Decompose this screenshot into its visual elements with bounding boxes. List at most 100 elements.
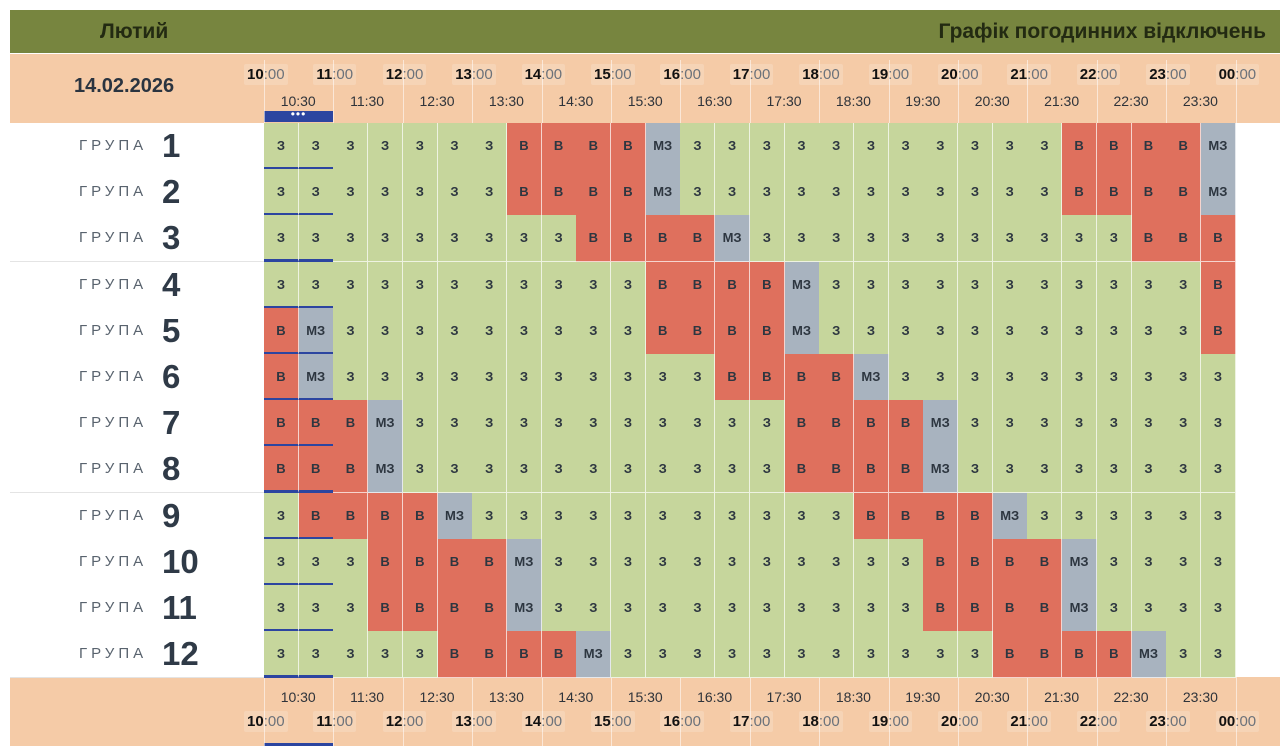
schedule-cell[interactable]: З (853, 307, 889, 355)
schedule-cell[interactable]: В (958, 538, 993, 586)
schedule-cell[interactable]: З (1096, 261, 1132, 309)
schedule-cell[interactable]: В (1062, 123, 1098, 170)
schedule-cell[interactable]: З (888, 585, 924, 632)
schedule-cell[interactable]: З (715, 492, 751, 540)
schedule-cell[interactable]: В (888, 492, 924, 540)
schedule-cell[interactable]: З (923, 354, 959, 401)
schedule-cell[interactable]: З (715, 169, 751, 217)
schedule-cell[interactable]: З (958, 261, 993, 309)
schedule-cell[interactable]: З (402, 261, 438, 309)
schedule-cell[interactable]: З (1200, 538, 1236, 586)
schedule-cell[interactable]: З (437, 215, 473, 263)
schedule-cell[interactable]: З (611, 538, 646, 586)
schedule-cell[interactable]: З (819, 307, 855, 355)
schedule-cell[interactable]: З (333, 307, 369, 355)
schedule-cell[interactable]: З (680, 123, 716, 170)
schedule-cell[interactable]: В (506, 169, 542, 217)
schedule-cell[interactable]: З (1131, 400, 1167, 448)
schedule-cell[interactable]: МЗ (1200, 123, 1236, 170)
schedule-cell[interactable]: З (819, 538, 855, 586)
schedule-cell[interactable]: В (368, 538, 404, 586)
schedule-cell[interactable]: МЗ (1131, 631, 1167, 679)
schedule-cell[interactable]: В (1062, 631, 1098, 679)
schedule-cell[interactable]: З (819, 123, 855, 170)
schedule-cell[interactable]: З (576, 585, 612, 632)
schedule-cell[interactable]: З (437, 446, 473, 494)
schedule-cell[interactable]: В (472, 631, 508, 679)
schedule-cell[interactable]: МЗ (437, 492, 473, 540)
schedule-cell[interactable]: З (715, 400, 751, 448)
schedule-cell[interactable]: З (784, 123, 820, 170)
schedule-cell[interactable]: З (402, 631, 438, 679)
schedule-cell[interactable]: З (853, 261, 889, 309)
schedule-cell[interactable]: МЗ (992, 492, 1028, 540)
schedule-cell[interactable]: З (611, 446, 646, 494)
schedule-cell[interactable]: З (992, 123, 1028, 170)
schedule-cell[interactable]: В (1027, 631, 1063, 679)
schedule-cell[interactable]: В (1131, 215, 1167, 263)
schedule-cell[interactable]: В (680, 261, 716, 309)
schedule-cell[interactable]: МЗ (1062, 585, 1098, 632)
schedule-cell[interactable]: З (368, 215, 404, 263)
schedule-cell[interactable]: З (611, 307, 646, 355)
schedule-cell[interactable]: МЗ (645, 123, 681, 170)
schedule-cell[interactable]: З (749, 446, 785, 494)
schedule-cell[interactable]: З (333, 261, 369, 309)
schedule-cell[interactable]: З (645, 631, 681, 679)
schedule-cell[interactable]: З (1027, 492, 1063, 540)
schedule-cell[interactable]: З (958, 446, 993, 494)
schedule-cell[interactable]: З (541, 538, 577, 586)
schedule-cell[interactable]: З (923, 261, 959, 309)
schedule-cell[interactable]: МЗ (784, 261, 820, 309)
schedule-cell[interactable]: З (1096, 538, 1132, 586)
schedule-cell[interactable]: В (1096, 123, 1132, 170)
schedule-cell[interactable]: З (923, 307, 959, 355)
schedule-cell[interactable]: З (264, 215, 299, 263)
schedule-cell[interactable]: З (680, 400, 716, 448)
schedule-cell[interactable]: З (541, 307, 577, 355)
schedule-cell[interactable]: З (541, 492, 577, 540)
schedule-cell[interactable]: З (819, 215, 855, 263)
schedule-cell[interactable]: МЗ (576, 631, 612, 679)
schedule-cell[interactable]: З (576, 307, 612, 355)
schedule-cell[interactable]: З (472, 354, 508, 401)
schedule-cell[interactable]: З (298, 261, 334, 309)
schedule-cell[interactable]: З (1027, 307, 1063, 355)
schedule-cell[interactable]: З (1131, 261, 1167, 309)
schedule-cell[interactable]: З (264, 169, 299, 217)
schedule-cell[interactable]: В (784, 446, 820, 494)
schedule-cell[interactable]: В (1131, 123, 1167, 170)
schedule-cell[interactable]: З (541, 261, 577, 309)
schedule-cell[interactable]: З (853, 123, 889, 170)
schedule-cell[interactable]: З (819, 492, 855, 540)
schedule-cell[interactable]: З (888, 261, 924, 309)
schedule-cell[interactable]: В (402, 538, 438, 586)
schedule-cell[interactable]: З (402, 169, 438, 217)
schedule-cell[interactable]: З (576, 492, 612, 540)
schedule-cell[interactable]: З (1200, 631, 1236, 679)
schedule-cell[interactable]: В (264, 400, 299, 448)
schedule-cell[interactable]: З (888, 123, 924, 170)
schedule-cell[interactable]: З (715, 123, 751, 170)
schedule-cell[interactable]: В (506, 123, 542, 170)
schedule-cell[interactable]: В (333, 400, 369, 448)
schedule-cell[interactable]: З (992, 307, 1028, 355)
schedule-cell[interactable]: З (506, 307, 542, 355)
schedule-cell[interactable]: В (1166, 215, 1202, 263)
schedule-cell[interactable]: З (645, 400, 681, 448)
schedule-cell[interactable]: З (853, 215, 889, 263)
schedule-cell[interactable]: З (784, 169, 820, 217)
schedule-cell[interactable]: З (888, 538, 924, 586)
schedule-cell[interactable]: З (1200, 492, 1236, 540)
schedule-cell[interactable]: В (749, 261, 785, 309)
schedule-cell[interactable]: З (1200, 585, 1236, 632)
schedule-cell[interactable]: МЗ (784, 307, 820, 355)
schedule-cell[interactable]: З (1166, 354, 1202, 401)
schedule-cell[interactable]: В (1027, 585, 1063, 632)
schedule-cell[interactable]: З (298, 169, 334, 217)
schedule-cell[interactable]: В (611, 123, 646, 170)
schedule-cell[interactable]: З (506, 446, 542, 494)
schedule-cell[interactable]: З (1200, 354, 1236, 401)
schedule-cell[interactable]: З (715, 446, 751, 494)
schedule-cell[interactable]: З (437, 123, 473, 170)
